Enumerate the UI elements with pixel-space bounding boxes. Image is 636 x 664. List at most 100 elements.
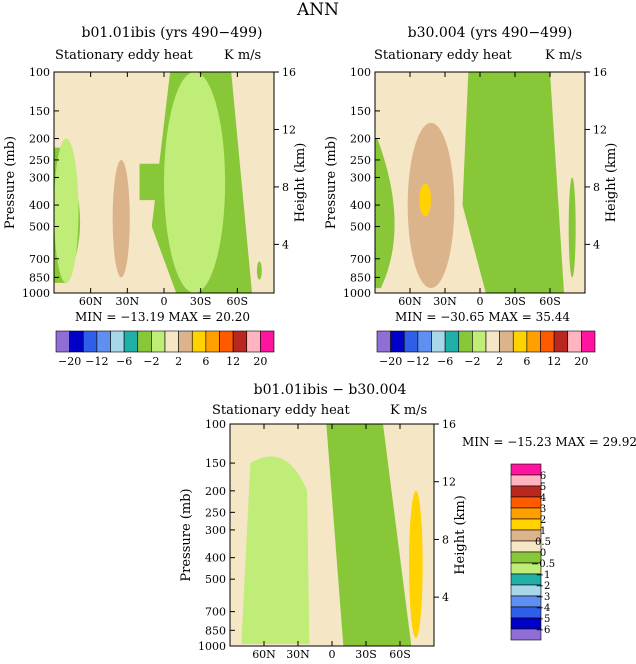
panel-2-units: K m/s bbox=[545, 48, 583, 63]
colorbar-swatch bbox=[96, 330, 111, 353]
y-tick-label: 300 bbox=[29, 171, 50, 184]
panel-2-subtitle: Stationary eddy heat bbox=[374, 48, 512, 63]
y2-axis-label: Height (km) bbox=[604, 143, 619, 223]
x-tick-label: 60S bbox=[227, 295, 249, 308]
y-axis-label: Pressure (mb) bbox=[324, 136, 339, 229]
y-tick-label: 100 bbox=[205, 418, 226, 431]
x-tick-label: 0 bbox=[161, 295, 168, 308]
y-tick-label: 400 bbox=[29, 199, 50, 212]
y-tick-label: 700 bbox=[29, 253, 50, 266]
y-tick-label: 250 bbox=[350, 154, 371, 167]
colorbar-swatch bbox=[510, 507, 542, 520]
negative-band bbox=[462, 72, 564, 293]
y-tick-label: 500 bbox=[29, 220, 50, 233]
y-tick-label: 200 bbox=[205, 485, 226, 498]
y-tick-label: 700 bbox=[350, 253, 371, 266]
panel-2: 100 150 200 250 300 400 500 700 850 1000 16 12 8 4 60N… bbox=[324, 66, 619, 308]
colorbar-panel-1: −20 −12 −6 −2 2 6 12 20 bbox=[55, 330, 275, 368]
colorbar-label: 12 bbox=[226, 355, 240, 368]
colorbar-swatch bbox=[69, 330, 84, 353]
negative-band bbox=[326, 424, 412, 646]
colorbar-swatch bbox=[417, 330, 432, 353]
y-tick-label: 850 bbox=[29, 271, 50, 284]
colorbar-swatch bbox=[510, 518, 542, 531]
colorbar-label: 2 bbox=[540, 515, 546, 526]
colorbar-swatch bbox=[510, 485, 542, 498]
y-axis-label: Pressure (mb) bbox=[179, 488, 194, 581]
y-tick-label: 850 bbox=[205, 624, 226, 637]
colorbar-swatch bbox=[82, 330, 98, 353]
panel-3-minmax: MIN = −15.23 MAX = 29.92 bbox=[462, 435, 636, 449]
colorbar-panel-2: −20 −12 −6 −2 2 6 12 20 bbox=[376, 330, 596, 368]
colorbar-swatch bbox=[232, 330, 248, 353]
y2-tick-label: 4 bbox=[593, 238, 600, 251]
colorbar-label: 0.5 bbox=[535, 537, 551, 548]
panel-1-field bbox=[54, 72, 274, 293]
panel-3-units: K m/s bbox=[390, 403, 428, 418]
figure-title: ANN bbox=[296, 0, 340, 20]
y2-tick-label: 4 bbox=[282, 238, 289, 251]
colorbar-swatch bbox=[178, 330, 193, 353]
panel-2-field bbox=[375, 72, 585, 293]
colorbar-label: 3 bbox=[540, 504, 546, 515]
colorbar-swatch bbox=[205, 330, 220, 353]
colorbar-label: 5 bbox=[540, 482, 546, 493]
colorbar-label: 6 bbox=[540, 471, 546, 482]
x-tick-label: 60N bbox=[252, 648, 276, 661]
colorbar-swatch bbox=[485, 330, 500, 353]
x-tick-label: 30S bbox=[355, 648, 377, 661]
colorbar-swatch bbox=[581, 330, 596, 353]
x-tick-label: 60S bbox=[389, 648, 411, 661]
colorbar-swatch bbox=[110, 330, 125, 353]
panel-2-minmax: MIN = −30.65 MAX = 35.44 bbox=[395, 310, 570, 324]
y-tick-label: 700 bbox=[205, 606, 226, 619]
y-tick-label: 850 bbox=[350, 271, 371, 284]
y-tick-label: 250 bbox=[205, 506, 226, 519]
panel-1-title: b01.01ibis (yrs 490−499) bbox=[81, 25, 263, 41]
colorbar-label: 1 bbox=[540, 526, 546, 537]
y2-tick-label: 8 bbox=[442, 533, 449, 546]
y-tick-label: 100 bbox=[350, 66, 371, 79]
y2-tick-label: 8 bbox=[593, 181, 600, 194]
colorbar-label: 20 bbox=[253, 355, 267, 368]
colorbar-label: 12 bbox=[547, 355, 561, 368]
colorbar-swatch bbox=[458, 330, 473, 353]
colorbar-swatch bbox=[510, 474, 542, 487]
colorbar-label: 6 bbox=[202, 355, 209, 368]
colorbar-label: −1 bbox=[536, 570, 551, 581]
colorbar-label: 6 bbox=[523, 355, 530, 368]
colorbar-label: 2 bbox=[175, 355, 182, 368]
x-tick-label: 0 bbox=[329, 648, 336, 661]
x-tick-label: 0 bbox=[477, 295, 484, 308]
region-4 bbox=[256, 261, 262, 280]
y2-tick-label: 8 bbox=[282, 181, 289, 194]
colorbar-swatch bbox=[191, 330, 207, 353]
x-tick-label: 30N bbox=[286, 648, 310, 661]
colorbar-swatch bbox=[510, 496, 542, 509]
panel-3-field bbox=[230, 424, 434, 646]
colorbar-swatch bbox=[431, 330, 446, 353]
panel-3: 100 150 200 250 300 400 500 700 850 1000 16 12 8 4 60N… bbox=[179, 418, 468, 661]
y-tick-label: 1000 bbox=[343, 287, 371, 300]
colorbar-swatch bbox=[164, 330, 179, 353]
colorbar-swatch bbox=[553, 330, 569, 353]
y-tick-label: 150 bbox=[350, 105, 371, 118]
colorbar-swatch bbox=[499, 330, 514, 353]
y-tick-label: 400 bbox=[350, 199, 371, 212]
panel-1-minmax: MIN = −13.19 MAX = 20.20 bbox=[75, 310, 250, 324]
y2-axis-label: Height (km) bbox=[453, 495, 468, 575]
colorbar-label: −3 bbox=[536, 592, 551, 603]
region-1 bbox=[115, 186, 127, 221]
colorbar-swatch bbox=[123, 330, 139, 353]
y-tick-label: 150 bbox=[29, 105, 50, 118]
y2-tick-label: 12 bbox=[442, 476, 456, 489]
region-1 bbox=[413, 159, 445, 272]
colorbar-label: 0 bbox=[540, 548, 546, 559]
y-tick-label: 500 bbox=[205, 573, 226, 586]
x-tick-label: 30S bbox=[504, 295, 526, 308]
colorbar-label: −2 bbox=[143, 355, 159, 368]
y-tick-label: 300 bbox=[205, 524, 226, 537]
colorbar-label: −4 bbox=[536, 603, 551, 614]
y-tick-label: 250 bbox=[29, 154, 50, 167]
panel-1: 100 150 200 250 300 400 500 700 850 1000 16 12 8 4 60N… bbox=[3, 66, 308, 308]
